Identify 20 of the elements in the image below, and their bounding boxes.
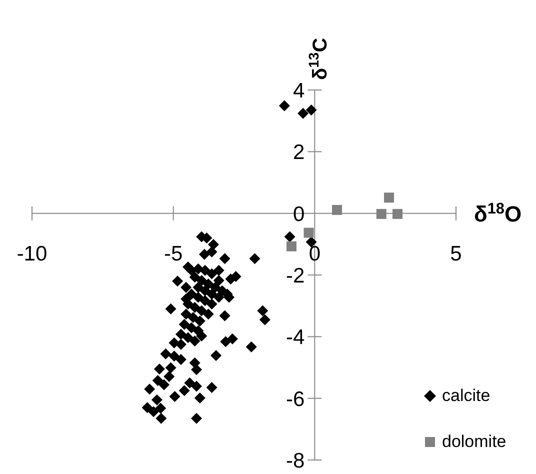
legend-label: dolomite [442,432,506,452]
y-tick-label: -8 [286,450,305,472]
y-tick-label: 2 [292,141,305,164]
point [384,192,394,203]
y-tick-label: -6 [286,388,305,411]
legend-label: calcite [442,386,490,406]
y-tick-label: 0 [292,202,305,226]
x-axis-title: δ$^{18}$O [474,200,522,226]
point [286,241,296,252]
y-tick-label: -2 [286,264,305,288]
y-tick-label: -4 [286,326,305,350]
point [392,208,402,219]
y-tick-label: 4 [292,80,305,102]
point [332,204,342,215]
x-tick-label: -10 [16,242,48,266]
x-tick-label: -5 [164,242,183,266]
x-tick-label: 0 [308,242,321,266]
x-tick-label: 5 [450,242,462,266]
point [376,208,386,219]
point [304,228,314,238]
